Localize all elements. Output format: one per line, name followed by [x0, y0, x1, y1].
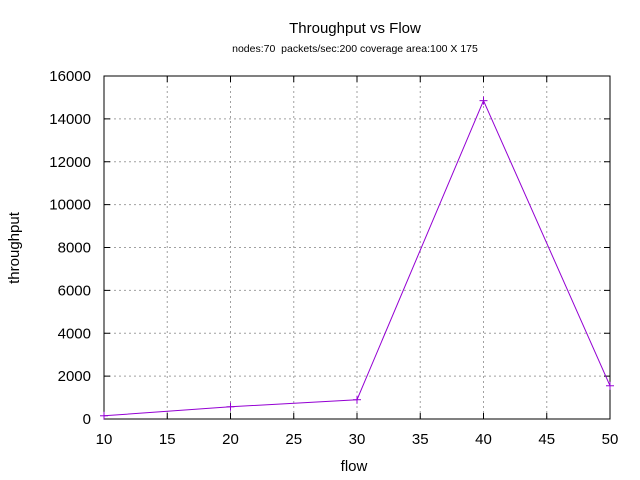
y-axis-label: throughput [6, 211, 23, 284]
grid [104, 76, 610, 419]
x-tick-label: 20 [222, 431, 239, 448]
series-layer [100, 96, 614, 420]
data-point-marker [606, 381, 614, 390]
x-tick-label: 30 [349, 431, 366, 448]
plot-frame [103, 75, 611, 420]
data-point-marker [353, 395, 361, 404]
y-tick-label: 6000 [58, 282, 91, 299]
x-tick-label: 40 [475, 431, 492, 448]
y-tick-label: 2000 [58, 368, 91, 385]
data-point-marker [226, 402, 235, 411]
x-tick-label: 45 [538, 431, 555, 448]
y-tick-label: 0 [83, 411, 91, 428]
x-tick-label: 25 [285, 431, 302, 448]
x-tick-label: 50 [602, 431, 619, 448]
y-tick-label: 14000 [49, 111, 91, 128]
axis-ticks: 10 15 20 25 30 35 40 45 50 0 2000 4000 6000 8000 10000… [49, 68, 618, 448]
x-tick-label: 10 [96, 431, 113, 448]
y-tick-label: 12000 [49, 154, 91, 171]
chart-subtitle: nodes:70 packets/sec:200 coverage area:1… [232, 43, 478, 55]
x-tick-label: 15 [159, 431, 176, 448]
x-axis-label: flow [341, 458, 368, 475]
data-point-marker [100, 411, 108, 420]
y-tick-label: 16000 [49, 68, 91, 85]
data-point-marker [479, 96, 488, 105]
y-tick-label: 8000 [58, 240, 91, 257]
x-tick-label: 35 [412, 431, 429, 448]
y-tick-label: 10000 [49, 197, 91, 214]
y-tick-label: 4000 [58, 325, 91, 342]
chart-title: Throughput vs Flow [289, 20, 421, 37]
